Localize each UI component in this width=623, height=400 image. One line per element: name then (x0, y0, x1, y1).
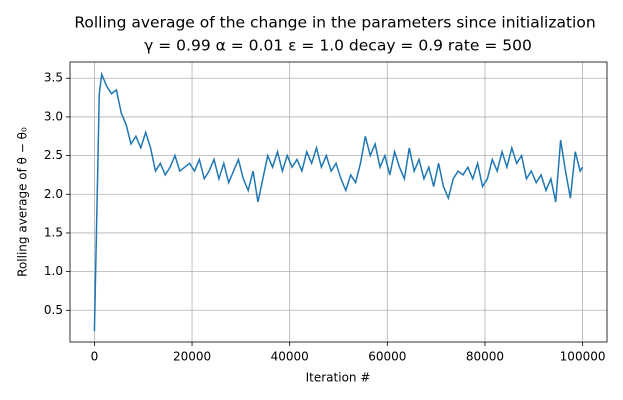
y-axis-label: Rolling average of θ − θ₀ (16, 127, 30, 277)
chart-title: Rolling average of the change in the par… (74, 14, 595, 32)
x-tick-label: 80000 (466, 350, 504, 364)
plot-frame (69, 61, 608, 343)
y-tick-label: 0.5 (44, 303, 63, 317)
y-tick-label: 2.5 (44, 148, 63, 162)
x-tick-label: 20000 (173, 350, 211, 364)
y-tick-label: 3.5 (44, 71, 63, 85)
x-tick-label: 40000 (271, 350, 309, 364)
x-tick-label: 60000 (368, 350, 406, 364)
y-tick-label: 3.0 (44, 109, 63, 123)
chart-subtitle: γ = 0.99 α = 0.01 ε = 1.0 decay = 0.9 ra… (144, 37, 532, 55)
x-tick-label: 0 (91, 350, 99, 364)
y-tick-label: 1.5 (44, 225, 63, 239)
x-tick-label: 100000 (560, 350, 606, 364)
y-tick-label: 1.0 (44, 264, 63, 278)
x-axis-label: Iteration # (306, 371, 371, 385)
y-tick-label: 2.0 (44, 187, 63, 201)
data-line (93, 71, 584, 332)
